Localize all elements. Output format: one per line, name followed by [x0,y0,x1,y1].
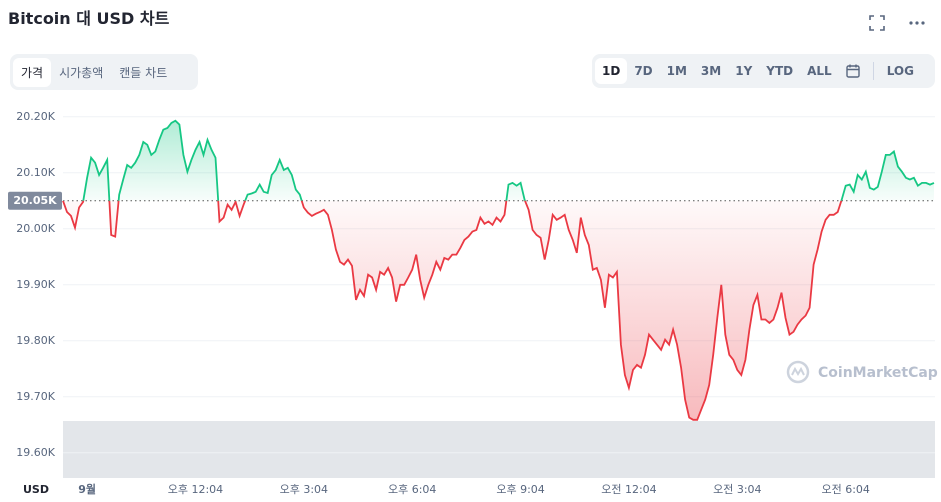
more-icon[interactable] [907,14,927,32]
x-tick-label: 9월 [78,482,96,496]
view-tab[interactable]: 시가총액 [59,65,104,80]
y-tick-label: 20.20K [16,110,55,123]
currency-label: USD [23,483,49,496]
range-button[interactable]: 7D [634,64,653,78]
y-tick-label: 19.80K [16,334,55,347]
watermark-text: CoinMarketCap [818,365,938,381]
separator [872,62,874,80]
price-line-down [62,200,843,421]
page-title: Bitcoin 대 USD 차트 [8,9,170,28]
fullscreen-icon[interactable] [868,14,886,32]
range-button[interactable]: 1Y [735,64,753,78]
calendar-button[interactable] [839,63,867,79]
y-tick-label: 19.60K [16,446,55,459]
y-tick-label: 19.70K [16,390,55,403]
x-tick-label: 오후 6:04 [388,483,436,496]
x-tick-label: 오후 12:04 [168,483,223,496]
y-tick-label: 19.90K [16,278,55,291]
view-tab[interactable]: 가격 [13,57,52,87]
y-tick-label: 20.10K [16,166,55,179]
reference-badge [8,191,62,210]
range-button[interactable]: YTD [766,64,794,78]
view-tabs: 가격 시가총액 캔들 차트 [10,54,198,90]
range-selector: 1D 7D 1M 3M 1Y YTD ALL LOG [592,54,935,88]
range-button[interactable]: 3M [700,64,722,78]
range-button[interactable]: 1D [595,58,628,84]
reference-label: 20.05K [13,194,57,207]
x-tick-label: 오전 6:04 [821,483,869,496]
price-line-up [62,119,935,201]
x-tick-label: 오전 3:04 [713,483,761,496]
x-tick-label: 오후 9:04 [496,483,544,496]
x-tick-label: 오전 12:04 [601,483,656,496]
area-down [63,200,842,420]
volume-band [63,421,935,478]
view-tab[interactable]: 캔들 차트 [119,65,168,80]
range-button[interactable]: 1M [666,64,687,78]
y-tick-label: 20.00K [16,222,55,235]
area-up [63,120,934,201]
calendar-icon [846,64,860,78]
x-tick-label: 오후 3:04 [280,483,328,496]
range-button[interactable]: ALL [807,64,832,78]
watermark [786,360,810,384]
log-button[interactable]: LOG [886,64,914,78]
